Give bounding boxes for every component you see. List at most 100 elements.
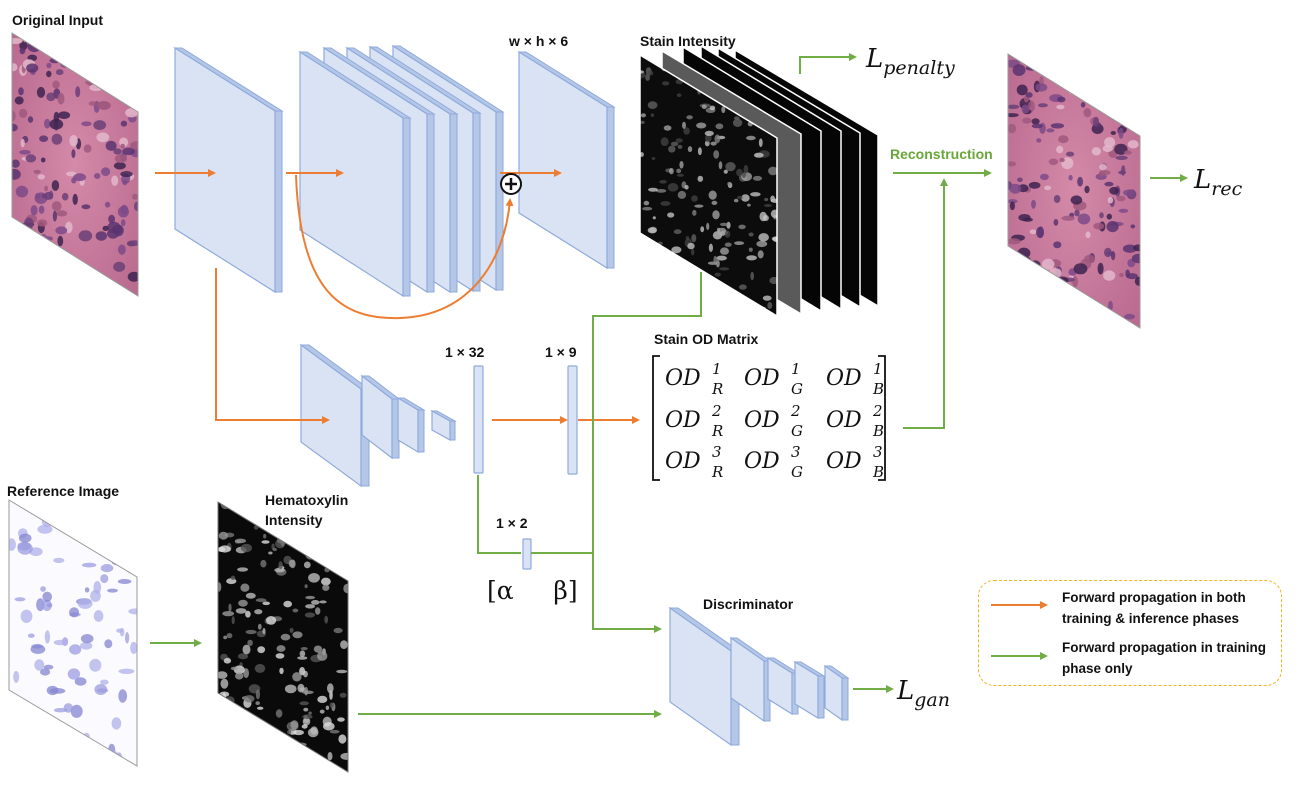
texture-blob bbox=[249, 765, 261, 770]
texture-blob bbox=[1098, 170, 1111, 176]
texture-blob bbox=[747, 203, 751, 207]
texture-blob bbox=[125, 108, 138, 118]
texture-blob bbox=[701, 275, 709, 282]
hematoxylin-intensity-image bbox=[218, 502, 348, 772]
texture-blob bbox=[301, 724, 308, 729]
texture-blob bbox=[727, 181, 732, 186]
texture-blob bbox=[1124, 313, 1136, 320]
texture-blob bbox=[218, 545, 231, 553]
texture-blob bbox=[69, 267, 81, 276]
texture-blob bbox=[1134, 276, 1140, 286]
texture-blob bbox=[694, 204, 704, 208]
texture-blob bbox=[120, 120, 128, 127]
texture-blob bbox=[681, 293, 688, 302]
texture-blob bbox=[304, 612, 315, 618]
texture-blob bbox=[27, 33, 38, 36]
texture-blob bbox=[255, 689, 260, 700]
texture-blob bbox=[81, 204, 91, 210]
texture-blob bbox=[679, 161, 684, 169]
texture-blob bbox=[256, 762, 268, 772]
texture-blob bbox=[723, 169, 728, 174]
texture-blob bbox=[651, 157, 656, 160]
texture-blob bbox=[73, 173, 87, 182]
texture-blob bbox=[125, 73, 131, 82]
texture-blob bbox=[1061, 215, 1075, 221]
texture-blob bbox=[1083, 108, 1092, 118]
od-matrix-cell: OD 2 B bbox=[826, 402, 885, 440]
texture-blob bbox=[129, 33, 138, 40]
texture-blob bbox=[317, 651, 328, 661]
texture-blob bbox=[1065, 75, 1071, 82]
texture-blob bbox=[44, 118, 51, 129]
texture-blob bbox=[1053, 195, 1061, 203]
texture-blob bbox=[1062, 54, 1076, 66]
texture-blob bbox=[303, 561, 311, 569]
texture-blob bbox=[255, 598, 267, 603]
texture-blob bbox=[96, 282, 107, 290]
texture-blob bbox=[640, 113, 647, 118]
texture-blob bbox=[30, 644, 46, 654]
texture-blob bbox=[299, 667, 306, 676]
texture-blob bbox=[262, 601, 271, 606]
texture-blob bbox=[93, 581, 102, 594]
texture-blob bbox=[49, 688, 66, 694]
texture-blob bbox=[1112, 82, 1120, 87]
texture-blob bbox=[327, 683, 334, 694]
texture-blob bbox=[1106, 221, 1119, 233]
texture-blob bbox=[654, 300, 659, 310]
texture-blob bbox=[274, 567, 285, 573]
texture-blob bbox=[1049, 60, 1054, 73]
texture-blob bbox=[74, 677, 87, 686]
texture-blob bbox=[299, 701, 310, 706]
texture-blob bbox=[1090, 60, 1102, 68]
texture-blob bbox=[1008, 104, 1020, 110]
texture-blob bbox=[663, 125, 672, 131]
texture-blob bbox=[14, 96, 24, 105]
texture-blob bbox=[1029, 229, 1037, 235]
texture-blob bbox=[700, 226, 705, 233]
texture-blob bbox=[55, 210, 68, 217]
texture-blob bbox=[1063, 54, 1073, 59]
texture-blob bbox=[640, 71, 646, 79]
alpha-beta-label: [α β] bbox=[487, 576, 578, 605]
texture-blob bbox=[1085, 231, 1091, 239]
texture-blob bbox=[43, 33, 53, 38]
texture-blob bbox=[43, 664, 54, 670]
texture-blob bbox=[1022, 117, 1032, 124]
texture-blob bbox=[218, 671, 228, 679]
texture-blob bbox=[683, 127, 690, 135]
texture-blob bbox=[733, 198, 739, 203]
texture-blob bbox=[1103, 318, 1113, 328]
texture-blob bbox=[27, 747, 38, 756]
texture-blob bbox=[1066, 303, 1071, 313]
texture-blob bbox=[51, 201, 62, 212]
texture-blob bbox=[1093, 116, 1099, 127]
texture-blob bbox=[1056, 145, 1064, 154]
texture-blob bbox=[33, 169, 41, 174]
texture-blob bbox=[223, 635, 228, 640]
texture-blob bbox=[1008, 321, 1013, 328]
texture-blob bbox=[336, 669, 348, 674]
texture-blob bbox=[57, 757, 73, 762]
texture-blob bbox=[697, 175, 704, 182]
texture-blob bbox=[691, 195, 698, 202]
texture-blob bbox=[1070, 195, 1083, 205]
texture-blob bbox=[319, 709, 325, 714]
texture-blob bbox=[709, 105, 716, 111]
texture-blob bbox=[1031, 262, 1038, 274]
texture-blob bbox=[231, 616, 235, 625]
texture-blob bbox=[1048, 158, 1059, 166]
loss-gan: Lgan bbox=[897, 676, 950, 711]
encoder-layer bbox=[173, 46, 284, 294]
texture-blob bbox=[13, 670, 20, 683]
texture-blob bbox=[1028, 181, 1041, 189]
texture-blob bbox=[30, 205, 38, 216]
texture-blob bbox=[1104, 247, 1112, 258]
texture-blob bbox=[273, 733, 280, 739]
texture-blob bbox=[111, 556, 122, 566]
texture-blob bbox=[660, 137, 669, 147]
texture-blob bbox=[128, 608, 137, 615]
texture-blob bbox=[716, 227, 721, 233]
texture-blob bbox=[292, 608, 299, 613]
texture-blob bbox=[1036, 226, 1044, 239]
